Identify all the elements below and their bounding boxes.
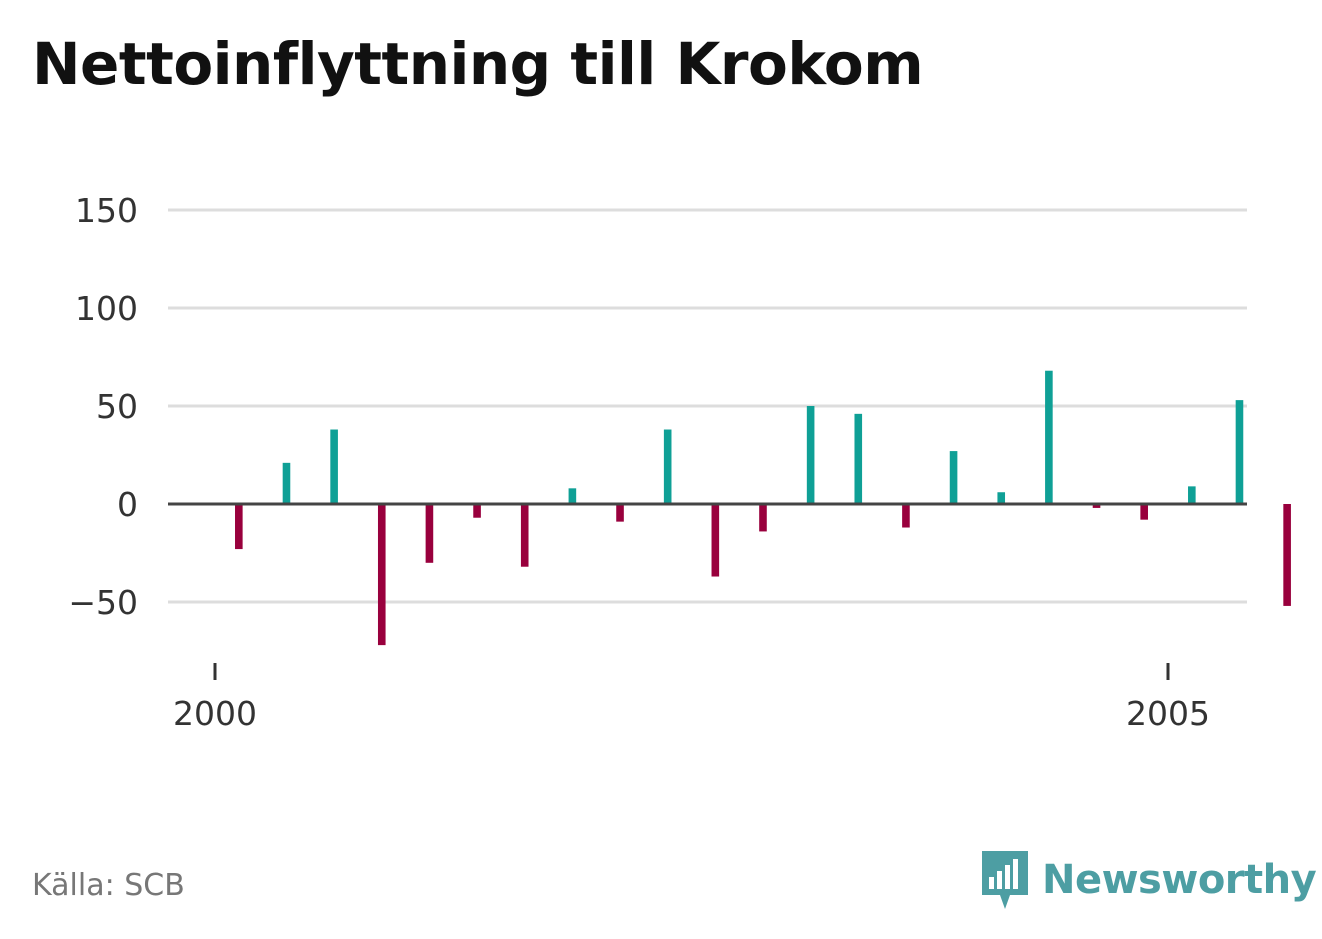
bar [663,429,672,504]
bar [1045,370,1053,504]
bar [711,504,720,577]
bar [377,504,386,646]
newsworthy-logo-icon [982,851,1028,909]
brand-name: Newsworthy [1042,857,1317,903]
bar [1188,486,1196,504]
bar [949,451,958,504]
y-tick-label: 100 [75,289,138,328]
chart-title: Nettoinflyttning till Krokom [32,30,924,98]
bar [1092,504,1101,508]
bar [330,429,338,504]
source-note: Källa: SCB [32,868,185,903]
x-tick-label: 2000 [173,694,257,733]
bar [759,504,767,532]
bar [473,504,481,518]
bar [902,504,910,528]
newsworthy-logo[interactable]: Newsworthy [980,848,1317,912]
bar [235,504,243,550]
bar [568,488,577,504]
bar [282,462,291,504]
x-axis: 200020052010201520202025 [173,663,1210,733]
y-tick-label: −50 [68,583,138,622]
bar [997,492,1006,504]
bars [235,370,1291,646]
y-tick-label: 50 [96,387,138,426]
bar [616,504,624,522]
gridlines [168,208,1247,604]
x-tick-label: 2005 [1126,694,1210,733]
y-tick-label: 150 [75,191,138,230]
y-axis-labels: 150 100 50 0 −50 [68,191,138,622]
bar [1235,400,1244,504]
bar [1283,504,1291,606]
bar [425,504,434,563]
bar [806,406,815,504]
bar [1140,504,1148,520]
bar [854,413,863,504]
y-tick-label: 0 [117,485,138,524]
bar [520,504,529,567]
